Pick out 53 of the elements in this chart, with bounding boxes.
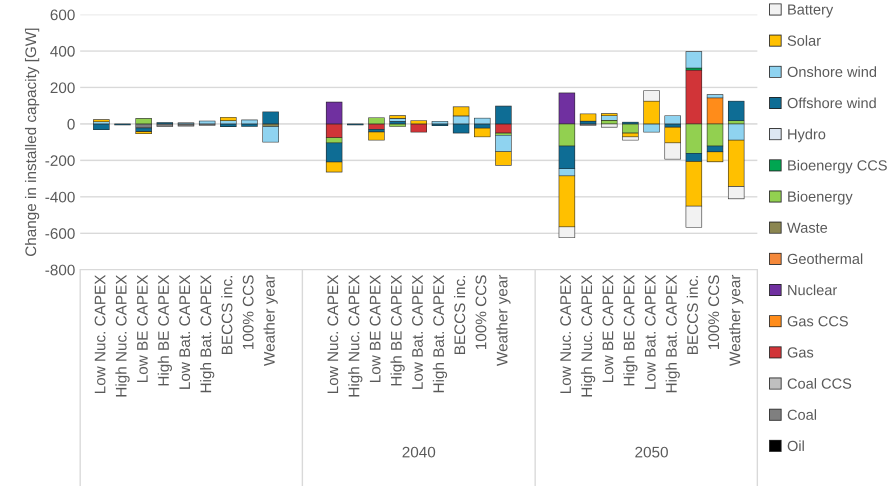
y-tick-label: 200 (50, 82, 75, 94)
x-tick-label: Low BE CAPEX (136, 274, 148, 382)
legend-label: Gas (788, 347, 814, 358)
legend-label: Gas CCS (788, 316, 848, 326)
x-tick-label: High Nuc. CAPEX (580, 274, 596, 396)
x-tick-label: BECCS inc. (686, 276, 698, 354)
y-tick-label: 600 (50, 9, 75, 20)
y-tick-label: -600 (45, 228, 75, 239)
legend-label: Coal (788, 409, 816, 420)
x-tick-label: High BE CAPEX (390, 274, 405, 386)
x-tick-label: Low Nuc. CAPEX (94, 274, 106, 394)
x-tick-label: High BE CAPEX (158, 274, 172, 386)
y-tick-label: -800 (45, 264, 75, 276)
x-tick-label: BECCS inc. (221, 276, 232, 354)
x-tick-label: High Bat. CAPEX (200, 274, 214, 392)
x-tick-label: Weather year (496, 274, 511, 366)
y-tick-label: 400 (50, 46, 75, 57)
legend-label: Hydro (788, 128, 826, 142)
text: 2040 (402, 446, 436, 458)
y-tick-label: -400 (45, 192, 75, 203)
x-tick-label: Low Bat. CAPEX (644, 274, 656, 389)
legend-label: Solar (788, 35, 821, 46)
text: 2050 (635, 446, 668, 458)
x-tick-label: High Nuc. CAPEX (115, 274, 130, 396)
x-tick-label: Low Nuc. CAPEX (560, 274, 571, 394)
x-tick-label: Low Nuc. CAPEX (327, 274, 338, 394)
y-axis-title: Change in installed capacity [GW] (24, 28, 40, 256)
legend-label: Offshore wind (788, 97, 876, 108)
legend-label: Battery (788, 4, 834, 18)
legend-label: Coal CCS (788, 378, 852, 389)
x-tick-label: 100% CCS (242, 275, 254, 349)
x-tick-label: High Bat. CAPEX (666, 274, 680, 392)
legend-label: Waste (787, 222, 828, 233)
x-tick-label: Low Bat. CAPEX (179, 274, 190, 389)
y-tick-label: -200 (45, 155, 75, 166)
legend-label: Bioenergy (788, 190, 853, 205)
legend-label: Nuclear (788, 284, 838, 296)
x-tick-label: 100% CCS (708, 275, 720, 349)
x-tick-label: Weather year (264, 274, 278, 366)
y-tick-label: 0 (67, 118, 75, 130)
legend-label: Geothermal (788, 253, 862, 264)
legend-label: Onshore wind (788, 66, 876, 78)
legend-label: Oil (788, 440, 804, 452)
x-tick-label: Weather year (729, 274, 744, 366)
x-tick-label: High Nuc. CAPEX (348, 274, 362, 396)
x-tick-label: BECCS inc. (454, 276, 466, 354)
x-tick-label: 100% CCS (476, 275, 486, 349)
x-tick-label: High BE CAPEX (623, 274, 638, 386)
legend-label: Bioenergy CCS (788, 160, 887, 174)
x-tick-label: Low BE CAPEX (370, 274, 381, 382)
x-tick-label: High Bat. CAPEX (432, 274, 448, 392)
x-tick-label: Low BE CAPEX (602, 274, 614, 382)
x-tick-label: Low Bat. CAPEX (412, 274, 423, 389)
